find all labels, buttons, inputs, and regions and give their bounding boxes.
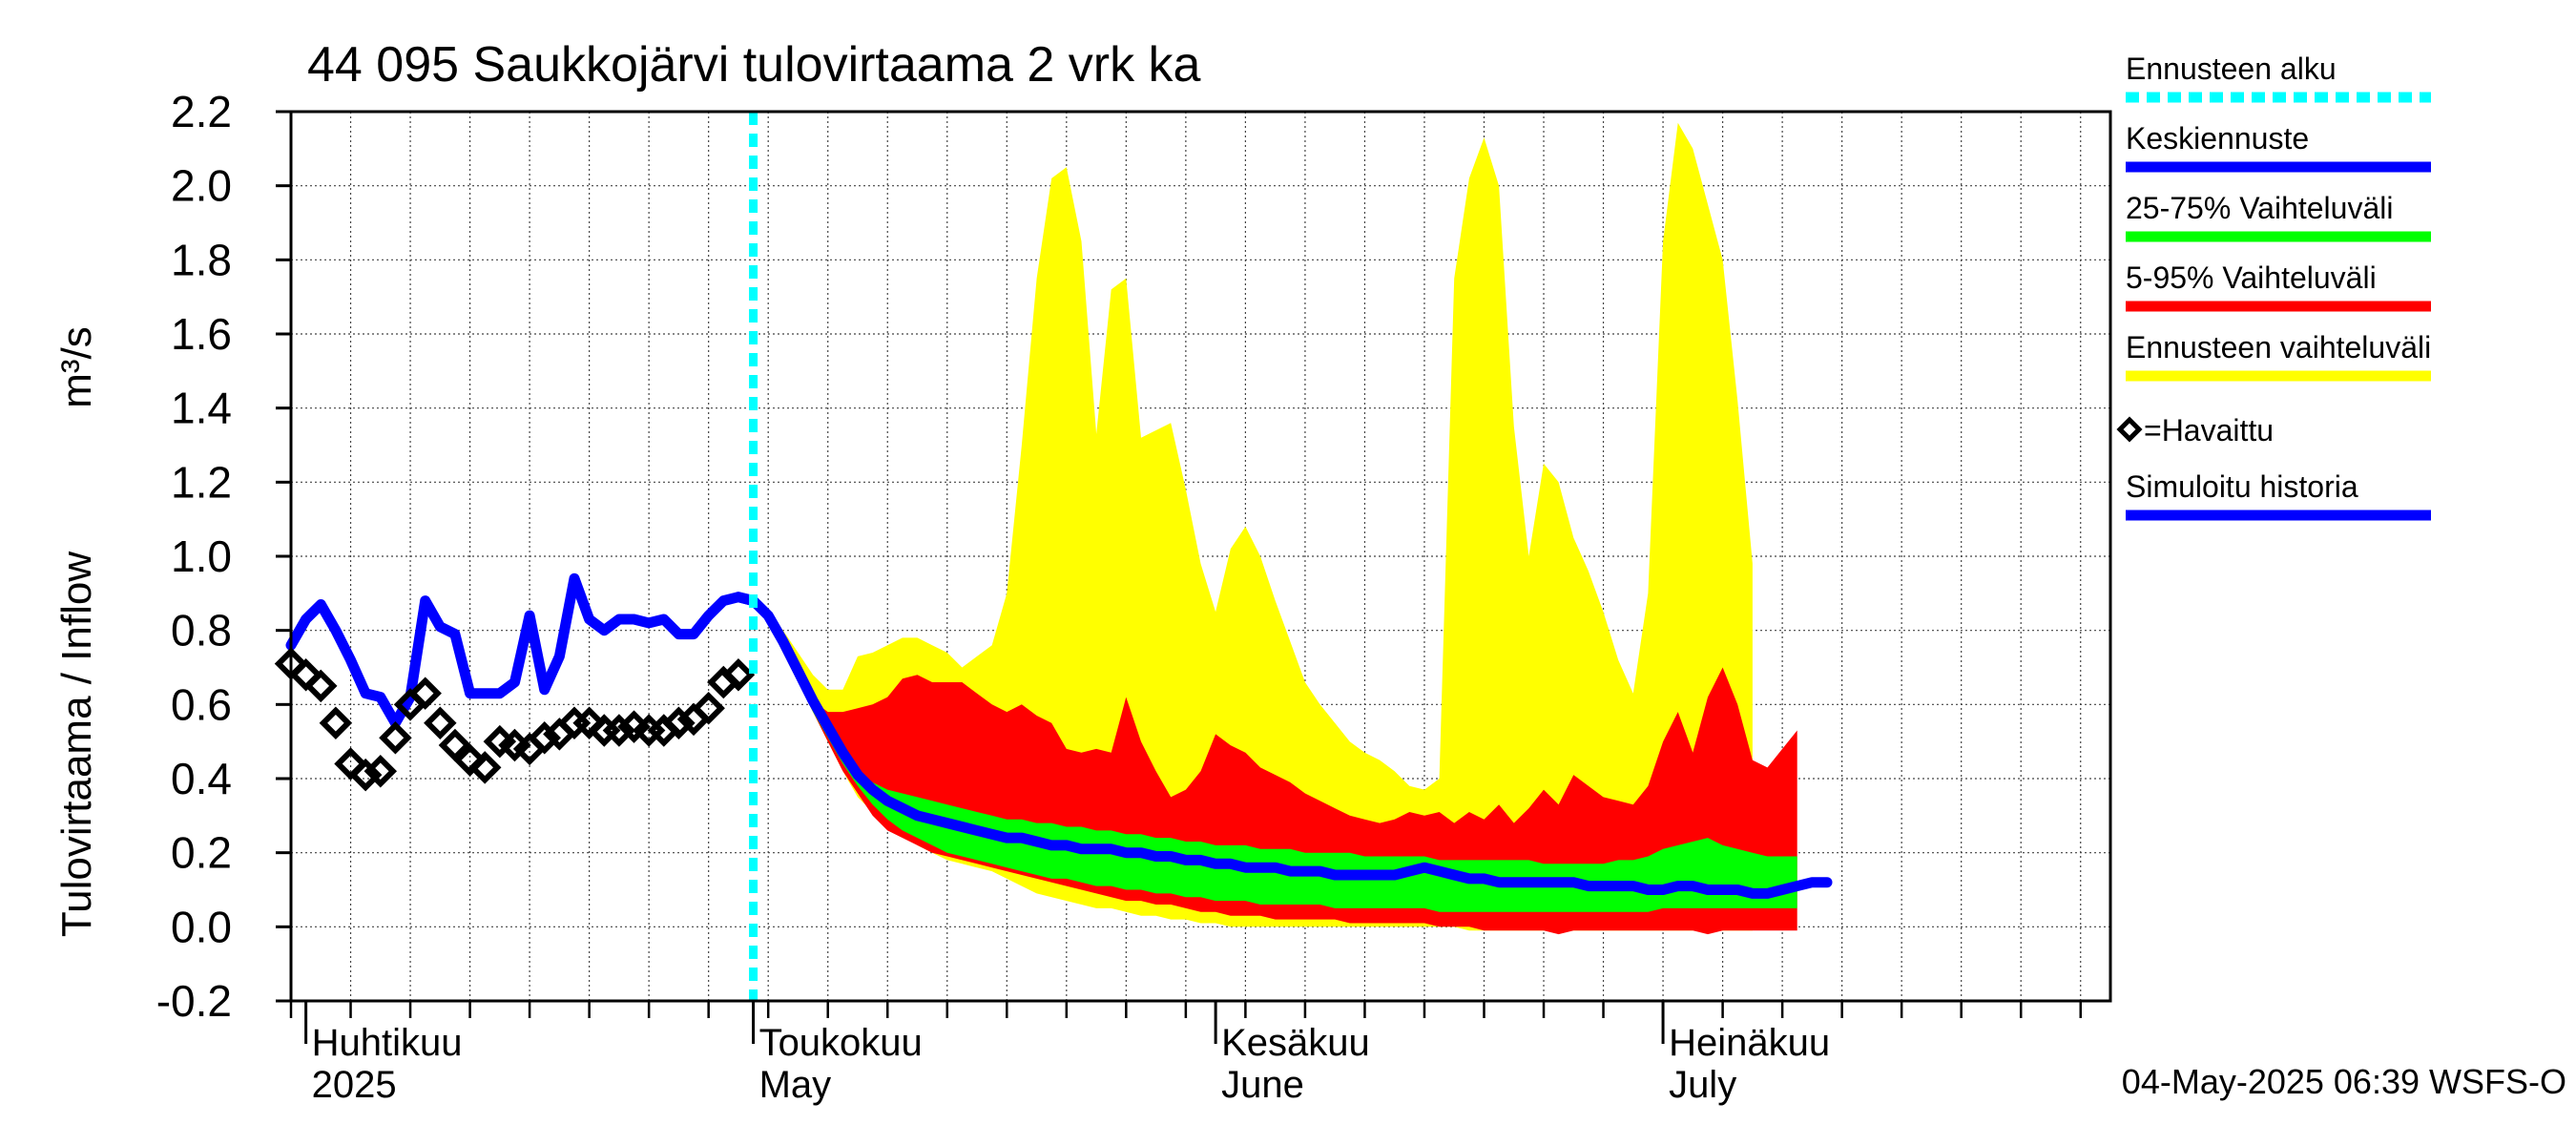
legend-label: Simuloitu historia xyxy=(2126,469,2358,504)
legend-label: =Havaittu xyxy=(2144,413,2274,448)
y-tick-label: -0.2 xyxy=(156,976,232,1026)
observed-point xyxy=(572,706,606,739)
y-axis-title: Tulovirtaama / Inflow xyxy=(53,552,100,938)
median-line xyxy=(733,592,1833,899)
observed-point xyxy=(379,721,412,755)
footer-timestamp: 04-May-2025 06:39 WSFS-O xyxy=(2122,1062,2566,1101)
plot-area xyxy=(274,110,2112,1003)
chart-title: 44 095 Saukkojärvi tulovirtaama 2 vrk ka xyxy=(307,37,1201,93)
legend-label: Ennusteen vaihteluväli xyxy=(2126,330,2431,364)
y-tick-label: 0.0 xyxy=(171,902,232,951)
y-tick-label: 2.0 xyxy=(171,161,232,211)
x-month-label-en: June xyxy=(1221,1064,1304,1106)
observed-point xyxy=(692,691,725,725)
observed-point xyxy=(424,706,457,739)
observed-point xyxy=(602,714,636,747)
y-tick-label: 1.2 xyxy=(171,457,232,507)
y-tick-label: 0.4 xyxy=(171,754,232,803)
x-month-label-en: July xyxy=(1669,1064,1736,1106)
y-tick-label: 1.6 xyxy=(171,309,232,359)
observed-point xyxy=(438,728,472,762)
observed-point xyxy=(408,677,442,710)
legend: Ennusteen alku Keskiennuste 25-75% Vaihtel… xyxy=(2116,52,2431,521)
observed-point xyxy=(528,721,561,755)
legend-label: Keskiennuste xyxy=(2126,121,2309,156)
y-tick-label: 1.8 xyxy=(171,235,232,284)
y-axis-unit: m³/s xyxy=(53,326,100,408)
observed-point xyxy=(662,706,696,739)
y-tick-label: 1.4 xyxy=(171,384,232,433)
legend-label: Ennusteen alku xyxy=(2126,52,2337,86)
x-month-label: Kesäkuu xyxy=(1221,1022,1370,1064)
legend-label: 25-75% Vaihteluväli xyxy=(2126,191,2393,225)
observed-point xyxy=(364,754,398,788)
y-tick-label: 2.2 xyxy=(171,87,232,136)
observed-point xyxy=(453,743,487,777)
y-tick-label: 0.6 xyxy=(171,679,232,729)
x-month-label-en: May xyxy=(759,1064,832,1106)
y-tick-label: 0.2 xyxy=(171,828,232,878)
observed-point xyxy=(304,669,338,703)
y-tick-label: 1.0 xyxy=(171,531,232,581)
observed-point xyxy=(721,658,756,692)
simulated-history-line xyxy=(285,572,759,729)
x-month-label-en: 2025 xyxy=(312,1064,397,1106)
legend-label: 5-95% Vaihteluväli xyxy=(2126,260,2377,295)
observed-point xyxy=(467,751,502,784)
y-tick-label: 0.8 xyxy=(171,606,232,656)
axis-ticks: -0.2 0.0 0.2 0.4 0.6 0.8 1.0 1.2 1.4 1.6 1.8 2.0 2.2… xyxy=(156,87,2082,1106)
x-month-label: Huhtikuu xyxy=(312,1022,463,1064)
observed-point xyxy=(319,706,353,739)
y-axis-label: Tulovirtaama / Inflow m³/s xyxy=(53,326,100,937)
x-month-label: Heinäkuu xyxy=(1669,1022,1830,1064)
observed-point xyxy=(348,758,383,792)
legend-marker-observed xyxy=(2116,416,2143,443)
x-month-label: Toukokuu xyxy=(759,1022,923,1064)
